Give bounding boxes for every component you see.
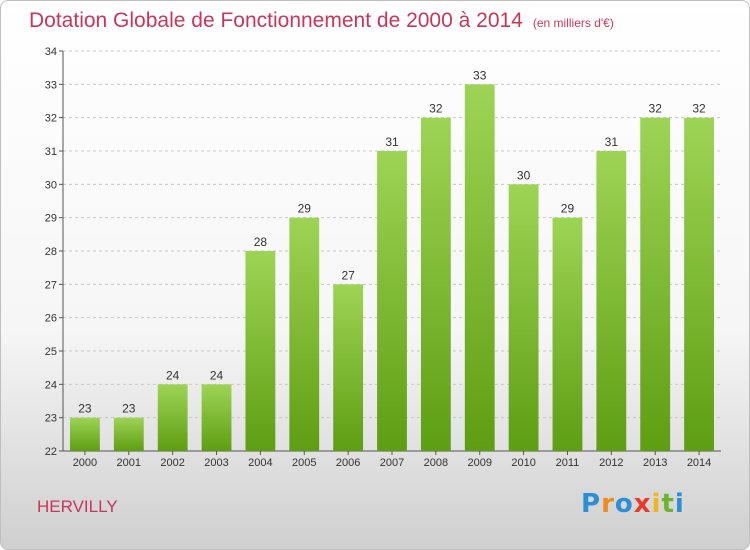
bar xyxy=(420,117,451,452)
data-label: 33 xyxy=(473,68,487,82)
bar xyxy=(684,117,714,452)
bar xyxy=(552,217,583,451)
y-tick-label: 24 xyxy=(45,379,57,391)
logo-letter: r xyxy=(601,489,615,519)
bar xyxy=(596,151,627,451)
x-tick-label: 2005 xyxy=(292,457,316,469)
bar xyxy=(464,84,495,451)
x-tick-label: 2004 xyxy=(248,457,272,469)
y-tick-label: 27 xyxy=(45,279,57,291)
y-tick-label: 33 xyxy=(45,79,57,91)
x-tick-label: 2009 xyxy=(467,457,491,469)
data-label: 24 xyxy=(166,368,180,382)
x-tick-label: 2007 xyxy=(380,457,404,469)
logo-letter: x xyxy=(633,489,652,519)
x-tick-label: 2013 xyxy=(643,457,667,469)
bar xyxy=(640,117,671,452)
x-tick-label: 2012 xyxy=(599,457,623,469)
data-label: 23 xyxy=(122,402,136,416)
data-label: 27 xyxy=(341,268,355,282)
y-tick-label: 34 xyxy=(45,46,57,58)
data-label: 32 xyxy=(429,102,443,116)
y-tick-label: 31 xyxy=(45,146,57,158)
bars xyxy=(70,84,714,452)
data-label: 31 xyxy=(605,135,619,149)
x-tick-label: 2003 xyxy=(204,457,228,469)
bar xyxy=(201,384,232,451)
y-tick-label: 32 xyxy=(45,113,57,125)
y-tick-label: 26 xyxy=(45,313,57,325)
x-tick-label: 2002 xyxy=(160,457,184,469)
bar xyxy=(289,217,320,451)
y-tick-label: 29 xyxy=(45,213,57,225)
bar xyxy=(70,417,100,451)
y-tick-label: 28 xyxy=(45,246,57,258)
bar xyxy=(157,384,188,451)
bar xyxy=(377,151,407,451)
logo-letter: o xyxy=(614,489,634,519)
data-label: 28 xyxy=(254,235,268,249)
data-label: 29 xyxy=(298,202,312,216)
x-tick-label: 2010 xyxy=(511,457,535,469)
tick-labels: 22 23 24 25 26 27 28 29 30 31 32 33 34 2000 2001 2002 20… xyxy=(45,46,712,469)
bar xyxy=(333,284,364,451)
logo-letter: t xyxy=(661,489,675,519)
x-tick-label: 2006 xyxy=(336,457,360,469)
y-tick-label: 22 xyxy=(45,446,57,458)
x-tick-label: 2000 xyxy=(73,457,97,469)
bar xyxy=(508,184,539,452)
chart-title: Dotation Globale de Fonctionnement de 20… xyxy=(29,9,614,33)
y-tick-label: 25 xyxy=(45,346,57,358)
logo-letter: i xyxy=(674,489,685,519)
title-text: Dotation Globale de Fonctionnement de 20… xyxy=(29,9,523,32)
data-labels: 23 23 24 24 28 29 27 31 32 33 30 29 31 32 32 xyxy=(78,68,706,415)
logo-letter: i xyxy=(651,489,662,519)
bar xyxy=(113,417,144,451)
proxiti-logo[interactable]: Proxiti xyxy=(581,489,685,519)
data-label: 31 xyxy=(385,135,399,149)
bar xyxy=(245,251,276,451)
data-label: 32 xyxy=(692,102,706,116)
x-tick-label: 2008 xyxy=(424,457,448,469)
chart-subtitle: (en milliers d'€) xyxy=(532,16,614,30)
data-label: 29 xyxy=(561,202,575,216)
y-tick-label: 30 xyxy=(45,179,57,191)
x-tick-label: 2001 xyxy=(117,457,141,469)
commune-name: HERVILLY xyxy=(37,497,118,516)
data-label: 30 xyxy=(517,168,531,182)
x-tick-label: 2014 xyxy=(687,457,711,469)
data-label: 24 xyxy=(210,368,224,382)
y-tick-label: 23 xyxy=(45,413,57,425)
x-tick-label: 2011 xyxy=(556,457,580,469)
logo-letter: P xyxy=(581,489,602,519)
data-label: 32 xyxy=(649,102,663,116)
data-label: 23 xyxy=(78,402,92,416)
